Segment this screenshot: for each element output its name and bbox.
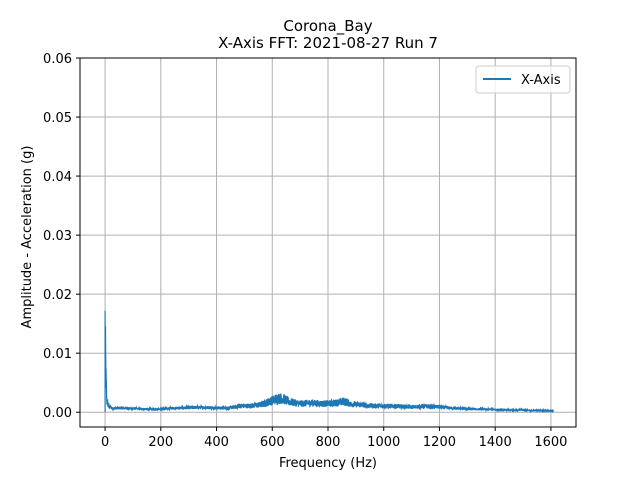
y-tick-label: 0.00 xyxy=(43,406,72,421)
y-tick-label: 0.05 xyxy=(43,111,72,126)
x-axis-label: Frequency (Hz) xyxy=(279,456,377,471)
x-tick-label: 1000 xyxy=(367,435,400,450)
x-tick-label: 400 xyxy=(204,435,229,450)
x-tick-label: 800 xyxy=(316,435,341,450)
y-tick-label: 0.03 xyxy=(43,229,72,244)
x-tick-label: 1400 xyxy=(479,435,512,450)
series-line-x-axis xyxy=(104,310,554,414)
x-tick-label: 0 xyxy=(101,435,109,450)
x-tick-label: 200 xyxy=(148,435,173,450)
chart-subtitle: X-Axis FFT: 2021-08-27 Run 7 xyxy=(218,34,438,52)
plot-area xyxy=(104,310,554,414)
grid xyxy=(80,57,576,427)
legend: X-Axis xyxy=(475,65,571,94)
x-tick-label: 1200 xyxy=(423,435,456,450)
legend-box xyxy=(475,65,571,94)
y-tick-label: 0.06 xyxy=(43,52,72,67)
y-tick-label: 0.04 xyxy=(43,170,72,185)
legend-label-x-axis: X-Axis xyxy=(521,73,561,88)
y-tick-label: 0.02 xyxy=(43,288,72,303)
x-axis: 0 200 400 600 800 1000 1200 1400 1600 xyxy=(101,427,567,450)
y-axis: 0.00 0.01 0.02 0.03 0.04 0.05 0.06 xyxy=(43,52,80,421)
y-tick-label: 0.01 xyxy=(43,347,72,362)
chart-title: Corona_Bay xyxy=(283,17,372,36)
x-tick-label: 600 xyxy=(260,435,285,450)
x-tick-label: 1600 xyxy=(534,435,567,450)
y-axis-label: Amplitude - Acceleration (g) xyxy=(20,146,35,329)
